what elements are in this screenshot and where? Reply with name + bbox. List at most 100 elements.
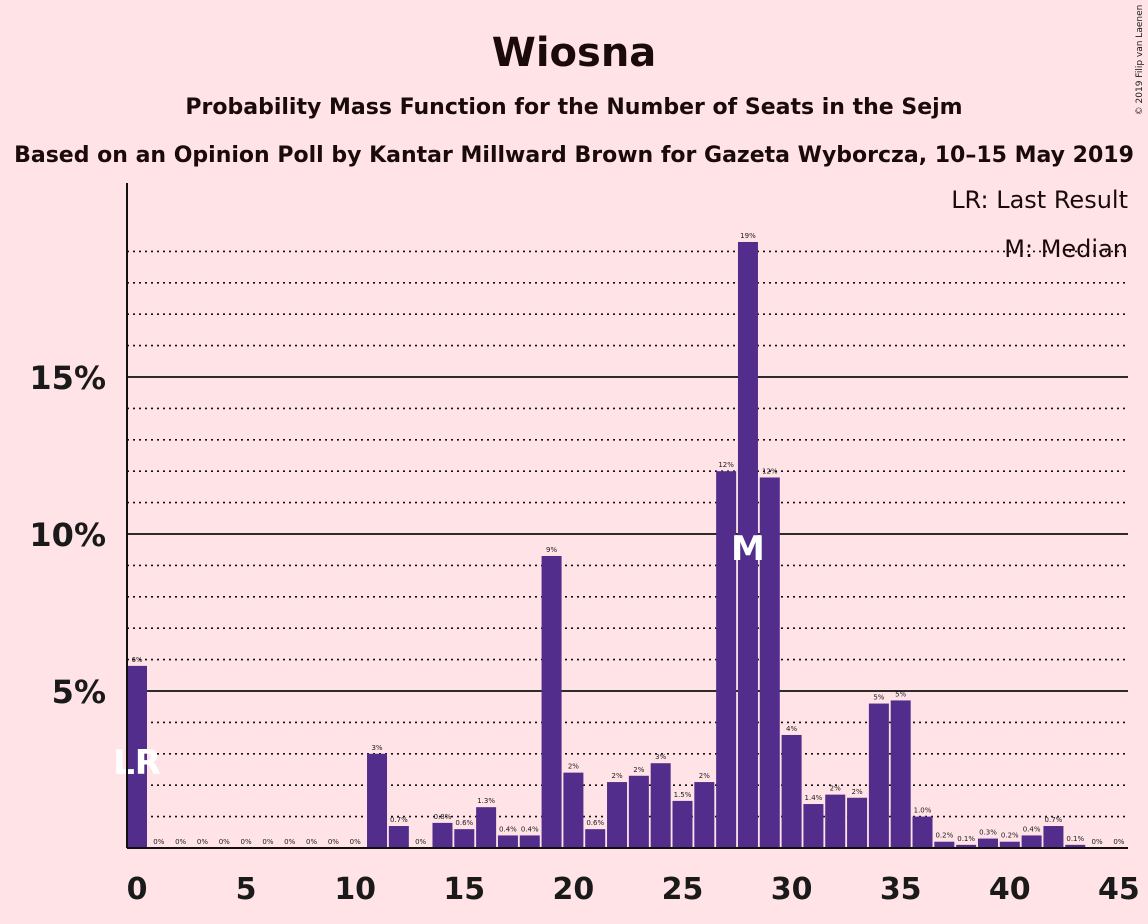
x-tick-label: 40	[989, 872, 1031, 907]
bar-seat-24	[650, 763, 671, 848]
chart-subtitle-poll: Based on an Opinion Poll by Kantar Millw…	[14, 143, 1134, 168]
bars	[127, 241, 1086, 849]
data-label-seat-2: 0%	[175, 838, 186, 846]
x-tick-label: 15	[443, 872, 485, 907]
bar-seat-35	[890, 700, 911, 848]
data-label-seat-0: 6%	[131, 656, 142, 664]
data-label-seat-45: 0%	[1113, 838, 1124, 846]
data-label-seat-13: 0%	[415, 838, 426, 846]
x-tick-label: 25	[662, 872, 704, 907]
data-label-seat-11: 3%	[371, 744, 382, 752]
data-label-seat-29: 12%	[762, 467, 778, 475]
bar-seat-22	[607, 782, 628, 848]
bar-seat-43	[1065, 844, 1086, 848]
data-label-seat-42: 0.7%	[1045, 816, 1063, 824]
x-tick-labels: 0 5 10 15 20 25 30 35 40 45	[127, 872, 1140, 907]
data-label-seat-26: 2%	[699, 772, 710, 780]
bar-seat-36	[912, 816, 933, 848]
data-label-seat-31: 1.4%	[805, 794, 823, 802]
bar-seat-0	[127, 665, 147, 848]
data-label-seat-12: 0.7%	[390, 816, 408, 824]
chart-subtitle: Probability Mass Function for the Number…	[185, 95, 962, 120]
legend-last-result: LR: Last Result	[951, 186, 1128, 214]
bar-seat-12	[388, 826, 409, 848]
data-label-seat-44: 0%	[1092, 838, 1103, 846]
data-label-seat-15: 0.6%	[455, 819, 473, 827]
bar-seat-38	[956, 844, 977, 848]
data-label-seat-39: 0.3%	[979, 829, 997, 837]
bar-seat-28	[737, 241, 758, 849]
data-label-seat-7: 0%	[284, 838, 295, 846]
data-label-seat-34: 5%	[873, 694, 884, 702]
data-label-seat-20: 2%	[568, 763, 579, 771]
data-label-seat-27: 12%	[718, 461, 734, 469]
bar-seat-31	[803, 804, 824, 848]
data-label-seat-36: 1.0%	[914, 807, 932, 815]
bar-seat-18	[519, 835, 540, 848]
bar-seat-37	[934, 841, 955, 848]
median-marker: M	[731, 529, 765, 569]
bar-seat-14	[432, 822, 453, 848]
x-tick-label: 10	[334, 872, 376, 907]
bar-seat-42	[1043, 826, 1064, 848]
bar-seat-15	[454, 829, 475, 848]
bar-seat-19	[541, 555, 562, 848]
data-label-seat-43: 0.1%	[1066, 835, 1084, 843]
data-label-seat-25: 1.5%	[674, 791, 692, 799]
data-labels: 6%0% 0% 0% 0% 0% 0% 0% 0% 0% 0%3%0.7%0%0.8%0.6%1.…	[131, 232, 1124, 846]
grid	[127, 250, 1128, 818]
data-label-seat-22: 2%	[611, 772, 622, 780]
data-label-seat-8: 0%	[306, 838, 317, 846]
bar-seat-23	[628, 775, 649, 848]
bar-seat-34	[868, 703, 889, 848]
data-label-seat-5: 0%	[241, 838, 252, 846]
bar-seat-30	[781, 734, 802, 848]
copyright-notice: © 2019 Filip van Laenen	[1135, 5, 1145, 116]
data-label-seat-33: 2%	[852, 788, 863, 796]
axes	[126, 183, 1128, 849]
bar-seat-26	[694, 782, 715, 848]
data-label-seat-18: 0.4%	[521, 825, 539, 833]
bar-seat-33	[847, 797, 868, 848]
x-tick-label: 35	[880, 872, 922, 907]
data-label-seat-35: 5%	[895, 690, 906, 698]
data-label-seat-17: 0.4%	[499, 825, 517, 833]
y-tick-label: 15%	[29, 359, 106, 397]
x-tick-label: 30	[771, 872, 813, 907]
y-tick-label: 5%	[52, 673, 106, 711]
legend-median: M: Median	[1004, 235, 1128, 263]
bar-seat-29	[759, 477, 780, 848]
bar-seat-17	[497, 835, 518, 848]
data-label-seat-21: 0.6%	[586, 819, 604, 827]
bar-seat-27	[716, 471, 737, 848]
x-tick-label: 45	[1098, 872, 1140, 907]
data-label-seat-24: 3%	[655, 753, 666, 761]
x-tick-label: 20	[553, 872, 595, 907]
data-label-seat-4: 0%	[219, 838, 230, 846]
chart-title: Wiosna	[492, 30, 657, 76]
bar-seat-32	[825, 794, 846, 848]
bar-seat-21	[585, 829, 606, 848]
data-label-seat-3: 0%	[197, 838, 208, 846]
bar-seat-39	[977, 838, 998, 848]
data-label-seat-41: 0.4%	[1023, 825, 1041, 833]
bar-seat-25	[672, 800, 693, 848]
data-label-seat-19: 9%	[546, 546, 557, 554]
data-label-seat-16: 1.3%	[477, 797, 495, 805]
bar-seat-11	[367, 753, 388, 848]
markers: LR M	[113, 529, 765, 783]
bar-seat-41	[1021, 835, 1042, 848]
data-label-seat-14: 0.8%	[434, 813, 452, 821]
x-tick-label: 5	[236, 872, 257, 907]
data-label-seat-40: 0.2%	[1001, 832, 1019, 840]
y-tick-labels: 5% 10% 15%	[29, 359, 106, 711]
data-label-seat-38: 0.1%	[957, 835, 975, 843]
data-label-seat-23: 2%	[633, 766, 644, 774]
bar-seat-20	[563, 772, 584, 848]
bar-seat-16	[476, 807, 497, 848]
bar-seat-40	[999, 841, 1020, 848]
data-label-seat-28: 19%	[740, 232, 756, 240]
data-label-seat-37: 0.2%	[935, 832, 953, 840]
data-label-seat-30: 4%	[786, 725, 797, 733]
